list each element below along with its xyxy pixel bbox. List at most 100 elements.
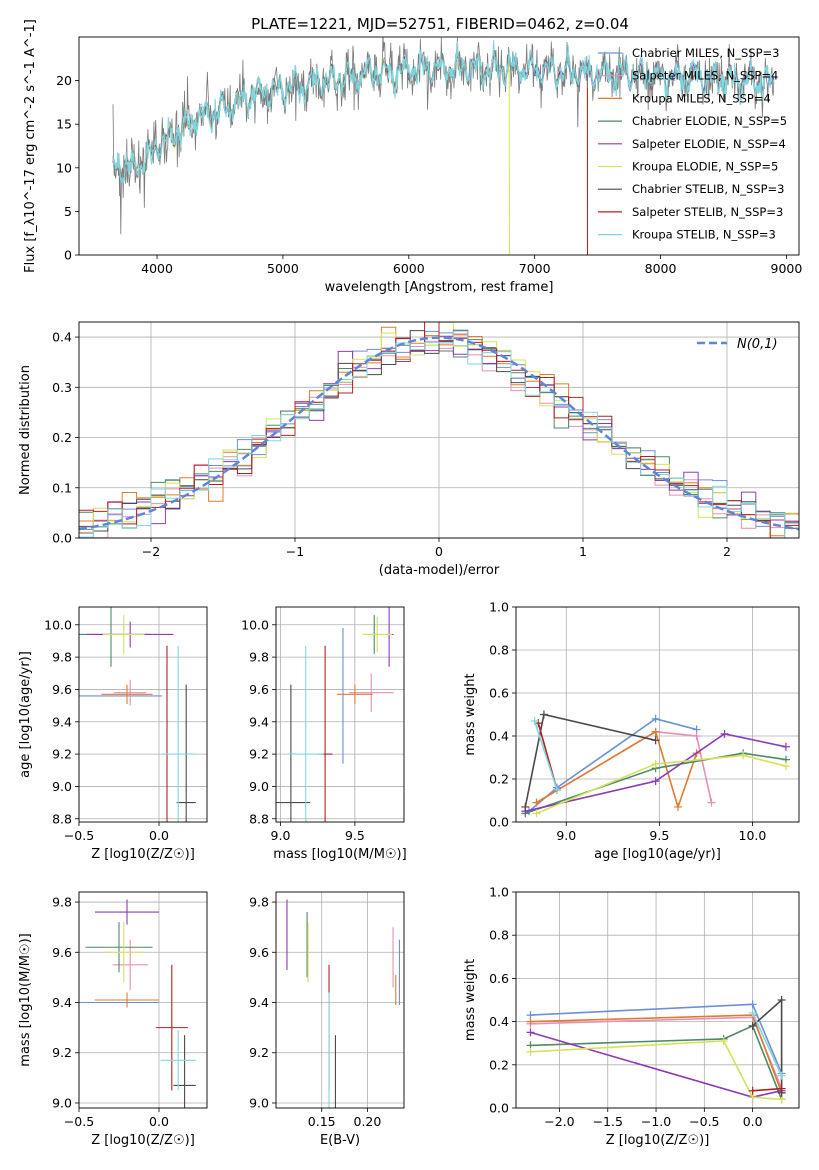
- errorbar-point: [85, 922, 153, 973]
- y-tick-label: 0.6: [489, 971, 509, 986]
- weight-marker: [748, 1000, 757, 1009]
- legend-label: Kroupa MILES, N_SSP=4: [632, 91, 771, 105]
- axes-frame: [78, 36, 800, 256]
- axes-frame: [78, 891, 208, 1109]
- y-tick-label: 0.1: [52, 480, 72, 495]
- y-tick-label: 9.8: [52, 895, 72, 910]
- x-tick-label: 6000: [393, 261, 425, 276]
- weight-series-line: [530, 1040, 782, 1101]
- y-tick-label: 9.4: [52, 995, 72, 1010]
- weight-marker: [748, 1008, 757, 1017]
- x-tick-label: 0.0: [743, 1114, 763, 1129]
- y-tick-label: 0.4: [489, 1014, 509, 1029]
- axes-Z_age: −0.5 0.0 8.8 9.0 9.2 9.4 9.6 9.8 10.0 Z [log10(Z/…: [18, 606, 208, 862]
- y-tick-label: 9.8: [249, 650, 269, 665]
- axes-frame: [275, 891, 405, 1109]
- y-tick-label: 0.8: [489, 643, 509, 658]
- y-tick-label: 0.0: [489, 1101, 509, 1116]
- y-tick-label: 9.8: [249, 895, 269, 910]
- legend-label: Chabrier MILES, N_SSP=3: [632, 46, 779, 60]
- x-tick-label: 10.0: [739, 828, 767, 843]
- weight-marker: [777, 1084, 786, 1093]
- y-axis-label: age [log10(age/yr)]: [18, 651, 33, 778]
- weight-marker: [748, 1086, 757, 1095]
- y-tick-label: 10.0: [44, 617, 72, 632]
- weight-marker: [692, 732, 701, 740]
- y-axis-label: Normed distribution: [18, 365, 33, 495]
- x-tick-label: 9.0: [556, 828, 576, 843]
- axes-frame: [275, 606, 405, 823]
- x-axis-label: wavelength [Angstrom, rest frame]: [325, 280, 554, 295]
- axes-frame: [515, 606, 800, 823]
- x-tick-label: −1.5: [593, 1114, 623, 1129]
- errorbar-point: [95, 992, 159, 1008]
- x-tick-label: 1: [579, 544, 587, 559]
- weight-marker: [748, 1021, 757, 1030]
- x-tick-label: 9000: [771, 261, 803, 276]
- weight-marker: [651, 714, 660, 723]
- x-tick-label: 9.5: [345, 828, 365, 843]
- weight-marker: [651, 736, 660, 745]
- x-tick-label: −0.5: [64, 828, 94, 843]
- axes-frame: [78, 606, 208, 823]
- errorbar-point: [103, 615, 145, 654]
- weight-series-line: [536, 754, 787, 815]
- errorbar-point: [276, 684, 311, 822]
- axes-spectrum: 4000 5000 6000 7000 8000 9000 0 5 10 15 20 waveleng…: [23, 19, 802, 295]
- legend-label: Chabrier ELODIE, N_SSP=5: [632, 114, 787, 128]
- y-axis-label: Flux [f_λ10^-17 erg cm^-2 s^-1 A^-1]: [23, 19, 38, 273]
- weight-marker: [651, 777, 660, 786]
- weight-series-line: [525, 733, 787, 813]
- errorbar-point: [160, 1030, 196, 1091]
- weight-marker: [521, 802, 530, 811]
- y-tick-label: 10.0: [241, 617, 269, 632]
- y-tick-label: 9.0: [249, 1095, 269, 1110]
- errorbar-point: [173, 1035, 196, 1108]
- weight-series-line: [536, 730, 698, 810]
- x-tick-label: 8000: [645, 261, 677, 276]
- y-tick-label: 9.6: [52, 682, 72, 697]
- weight-marker: [552, 785, 561, 794]
- histogram-step: [79, 330, 799, 538]
- weight-marker: [781, 762, 790, 771]
- y-tick-label: 0.2: [489, 1057, 509, 1072]
- legend-label: Chabrier STELIB, N_SSP=3: [632, 182, 784, 196]
- legend-label: Salpeter MILES, N_SSP=4: [632, 69, 778, 83]
- x-axis-label: Z [log10(Z/Z☉)]: [91, 847, 195, 862]
- axes-residuals: −2 −1 0 1 2 0.0 0.1 0.2 0.3 0.4 (data-model)/error…: [18, 321, 800, 578]
- y-tick-label: 9.2: [249, 747, 269, 762]
- weight-series-line: [752, 1087, 782, 1092]
- weight-series-line: [530, 1024, 783, 1100]
- legend-label: Salpeter ELODIE, N_SSP=4: [632, 137, 786, 151]
- errorbar-point: [95, 899, 159, 925]
- weight-marker: [526, 1028, 535, 1037]
- y-tick-label: 9.2: [52, 747, 72, 762]
- weight-marker: [532, 798, 541, 807]
- x-axis-label: mass [log10(M/M☉)]: [273, 847, 406, 862]
- axes-frame: [515, 891, 800, 1109]
- x-axis-label: E(B-V): [320, 1133, 360, 1148]
- legend-label: Kroupa ELODIE, N_SSP=5: [632, 160, 778, 174]
- x-tick-label: 0.0: [149, 828, 169, 843]
- spectrum-model-line: [112, 40, 775, 184]
- spectrum-model-line: [112, 51, 588, 255]
- errorbar-point: [114, 679, 147, 706]
- y-tick-label: 20: [56, 73, 72, 88]
- weight-marker: [739, 751, 748, 760]
- y-tick-label: 9.4: [249, 714, 269, 729]
- errorbar-point: [155, 964, 188, 1091]
- axes-Z_mass: −0.5 0.0 9.0 9.2 9.4 9.6 9.8 Z [log10(Z/Z☉)] mas…: [18, 891, 208, 1148]
- x-tick-label: −1: [286, 544, 304, 559]
- x-tick-label: 0.20: [354, 1114, 382, 1129]
- y-tick-label: 9.0: [52, 1095, 72, 1110]
- weight-marker: [777, 1071, 786, 1080]
- y-tick-label: 9.2: [249, 1045, 269, 1060]
- errorbar-point: [104, 922, 143, 983]
- y-tick-label: 9.0: [249, 779, 269, 794]
- weight-marker: [707, 798, 716, 807]
- x-tick-label: −0.5: [689, 1114, 719, 1129]
- x-axis-label: Z [log10(Z/Z☉)]: [606, 1133, 710, 1148]
- x-axis-label: (data-model)/error: [379, 563, 500, 578]
- weight-marker: [526, 1017, 535, 1026]
